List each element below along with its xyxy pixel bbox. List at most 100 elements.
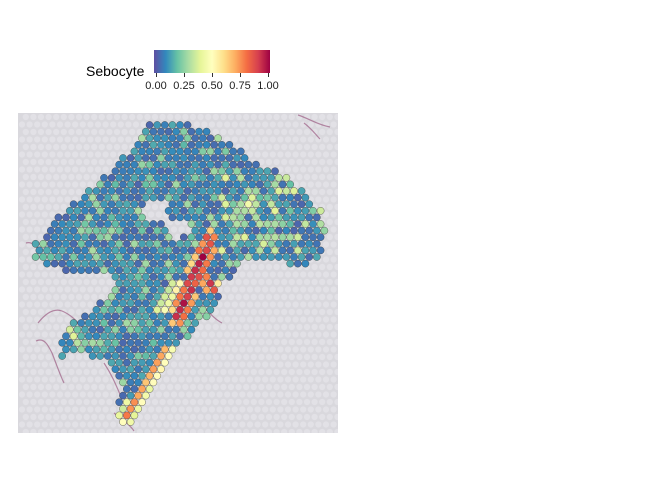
tissue-spot [130,345,139,354]
background-spot [75,398,83,406]
background-spot [262,376,269,383]
background-spot [34,286,41,293]
background-spot [68,353,75,361]
tissue-spot [164,180,173,189]
background-spot [284,391,292,398]
background-spot [322,181,330,188]
background-spot [91,293,98,301]
background-spot [197,383,204,391]
tissue-spot [111,220,120,228]
tissue-spot [138,306,146,314]
tissue-spot [187,141,196,149]
background-spot [319,173,326,181]
tissue-spot [134,391,142,400]
background-spot [30,218,37,226]
tissue-spot [142,233,150,241]
background-spot [98,293,105,301]
background-spot [315,361,322,368]
background-spot [18,406,26,413]
background-spot [311,293,318,301]
background-spot [231,406,238,413]
tissue-spot [199,174,207,182]
tissue-spot [225,167,234,175]
background-spot [296,353,303,361]
tissue-spot [263,233,272,241]
tissue-spot [157,352,165,360]
tissue-spot [92,187,101,195]
background-spot [26,196,33,203]
tissue-spot [142,365,150,373]
tissue-spot [313,226,321,235]
background-spot [307,391,314,398]
background-spot [49,331,56,338]
tissue-spot [187,273,196,281]
tissue-spot [157,299,165,307]
background-spot [18,286,26,293]
tissue-spot [145,160,154,169]
tissue-spot [187,246,196,255]
background-spot [94,151,102,158]
tissue-spot [96,339,104,347]
tissue-spot [153,266,161,274]
background-spot [132,421,140,428]
background-spot [246,376,254,383]
tissue-spot [142,220,150,228]
tissue-spot [142,167,150,175]
tissue-spot [176,253,184,261]
tissue-spot [88,325,97,334]
background-spot [300,316,307,323]
tissue-spot [301,233,310,241]
background-spot [30,233,37,241]
background-spot [330,166,337,173]
background-spot [37,143,45,151]
tissue-spot [221,147,230,156]
tissue-spot [248,246,256,255]
background-spot [239,421,246,428]
tissue-spot [157,233,165,241]
tissue-spot [123,372,131,380]
background-spot [322,376,330,383]
tissue-spot [256,246,264,255]
background-spot [56,391,64,398]
tissue-spot [145,372,154,380]
background-spot [311,323,318,331]
background-spot [102,286,109,293]
background-spot [315,196,322,203]
background-spot [18,181,26,188]
background-spot [91,128,98,136]
background-spot [56,421,64,428]
background-spot [281,308,288,316]
tissue-spot [187,127,196,136]
tissue-spot [138,279,146,288]
background-spot [246,331,254,338]
tissue-spot [100,226,108,235]
tissue-spot [233,167,241,175]
background-spot [193,361,200,368]
tissue-spot [275,200,283,208]
tissue-spot [214,240,222,248]
background-spot [197,368,204,376]
background-spot [60,278,67,286]
background-spot [174,113,181,121]
background-spot [30,173,37,181]
background-spot [288,428,295,433]
tissue-spot [180,286,188,294]
tissue-spot [85,213,93,222]
background-spot [151,398,159,406]
tissue-spot [278,207,287,215]
background-spot [220,323,227,331]
background-spot [98,113,105,121]
tissue-spot [244,160,253,169]
background-spot [53,413,60,421]
tissue-spot [195,286,203,294]
background-spot [41,286,48,293]
tissue-spot [100,345,108,354]
background-spot [110,406,117,413]
tissue-spot [157,127,165,136]
background-spot [64,301,71,308]
tissue-spot [225,233,234,241]
tissue-spot [275,253,283,261]
tissue-spot [183,200,192,208]
background-spot [41,271,48,278]
background-spot [330,421,337,428]
